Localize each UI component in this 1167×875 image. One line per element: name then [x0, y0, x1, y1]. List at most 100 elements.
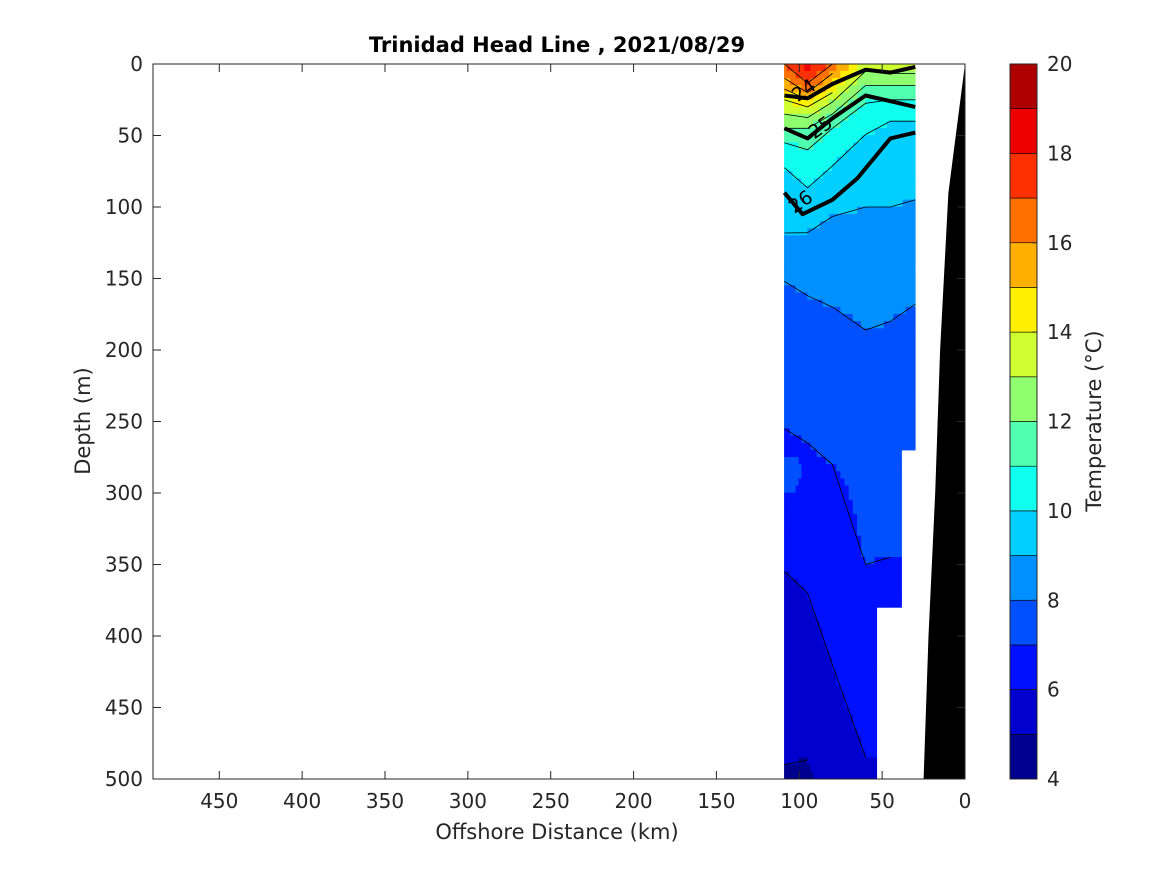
temperature-cell — [825, 485, 830, 494]
temperature-cell — [899, 235, 904, 244]
temperature-cell — [836, 592, 842, 601]
temperature-cell — [887, 263, 891, 272]
temperature-cell — [825, 364, 830, 372]
temperature-cell — [784, 671, 788, 680]
temperature-cell — [816, 335, 821, 344]
temperature-cell — [789, 664, 794, 673]
temperature-cell — [822, 135, 827, 143]
temperature-cell — [905, 120, 910, 129]
temperature-cell — [840, 321, 846, 329]
temperature-cell — [865, 328, 869, 336]
temperature-cell — [798, 750, 803, 758]
temperature-cell — [786, 607, 791, 615]
temperature-cell — [836, 299, 842, 308]
temperature-cell — [865, 492, 869, 501]
temperature-cell — [840, 199, 846, 208]
temperature-cell — [861, 735, 866, 744]
temperature-cell — [874, 342, 879, 351]
temperature-cell — [840, 499, 846, 508]
temperature-cell — [792, 735, 797, 744]
temperature-cell — [880, 414, 885, 422]
temperature-cell — [789, 707, 794, 715]
temperature-cell — [795, 507, 800, 515]
temperature-cell — [836, 464, 842, 472]
temperature-cell — [810, 199, 815, 208]
temperature-cell — [813, 735, 818, 744]
temperature-cell — [836, 757, 842, 765]
temperature-cell — [786, 557, 791, 565]
temperature-cell — [804, 70, 808, 79]
temperature-cell — [883, 356, 888, 365]
temperature-cell — [825, 585, 830, 594]
temperature-cell — [836, 113, 842, 122]
temperature-cell — [810, 406, 815, 415]
temperature-cell — [861, 692, 866, 701]
temperature-cell — [874, 535, 879, 544]
temperature-cell — [801, 271, 805, 279]
temperature-cell — [825, 714, 830, 723]
temperature-cell — [786, 721, 791, 730]
temperature-cell — [836, 128, 842, 136]
temperature-cell — [865, 113, 869, 122]
temperature-cell — [908, 249, 913, 258]
temperature-cell — [825, 385, 830, 394]
temperature-cell — [813, 685, 818, 694]
temperature-cell — [801, 478, 805, 487]
temperature-cell — [911, 321, 916, 329]
temperature-cell — [819, 99, 824, 108]
temperature-cell — [792, 364, 797, 372]
temperature-cell — [822, 392, 827, 401]
temperature-cell — [807, 678, 811, 687]
temperature-cell — [896, 228, 901, 236]
temperature-cell — [852, 113, 858, 122]
temperature-cell — [798, 478, 803, 487]
temperature-cell — [786, 471, 791, 479]
temperature-cell — [861, 142, 866, 151]
temperature-cell — [832, 442, 837, 451]
temperature-cell — [819, 750, 824, 758]
temperature-cell — [786, 764, 791, 773]
temperature-cell — [908, 414, 913, 422]
temperature-cell — [848, 650, 854, 658]
temperature-cell — [868, 464, 873, 472]
temperature-cell — [840, 128, 846, 136]
temperature-cell — [861, 228, 866, 236]
temperature-cell — [795, 385, 800, 394]
temperature-cell — [801, 750, 805, 758]
temperature-cell — [877, 578, 882, 587]
temperature-cell — [786, 614, 791, 622]
temperature-cell — [844, 700, 850, 708]
temperature-cell — [825, 700, 830, 708]
temperature-cell — [792, 478, 797, 487]
temperature-cell — [856, 206, 862, 215]
temperature-cell — [840, 70, 846, 79]
temperature-cell — [832, 235, 837, 244]
temperature-cell — [810, 507, 815, 515]
temperature-cell — [861, 313, 866, 322]
x-tick-label: 400 — [283, 789, 321, 813]
temperature-cell — [798, 592, 803, 601]
temperature-cell — [789, 657, 794, 665]
temperature-cell — [819, 714, 824, 723]
temperature-cell — [861, 292, 866, 301]
temperature-cell — [865, 70, 869, 79]
temperature-cell — [829, 578, 833, 587]
temperature-cell — [813, 557, 818, 565]
temperature-cell — [836, 356, 842, 365]
temperature-cell — [784, 206, 788, 215]
temperature-cell — [810, 149, 815, 158]
temperature-cell — [844, 564, 850, 572]
temperature-cell — [829, 642, 833, 651]
temperature-cell — [795, 485, 800, 494]
temperature-cell — [883, 342, 888, 351]
temperature-cell — [887, 149, 891, 158]
temperature-cell — [874, 428, 879, 437]
temperature-cell — [825, 78, 830, 86]
temperature-cell — [861, 671, 866, 680]
temperature-cell — [908, 399, 913, 408]
temperature-cell — [902, 442, 907, 451]
x-tick-label: 450 — [200, 789, 238, 813]
temperature-cell — [801, 242, 805, 251]
temperature-cell — [852, 406, 858, 415]
temperature-cell — [911, 235, 916, 244]
